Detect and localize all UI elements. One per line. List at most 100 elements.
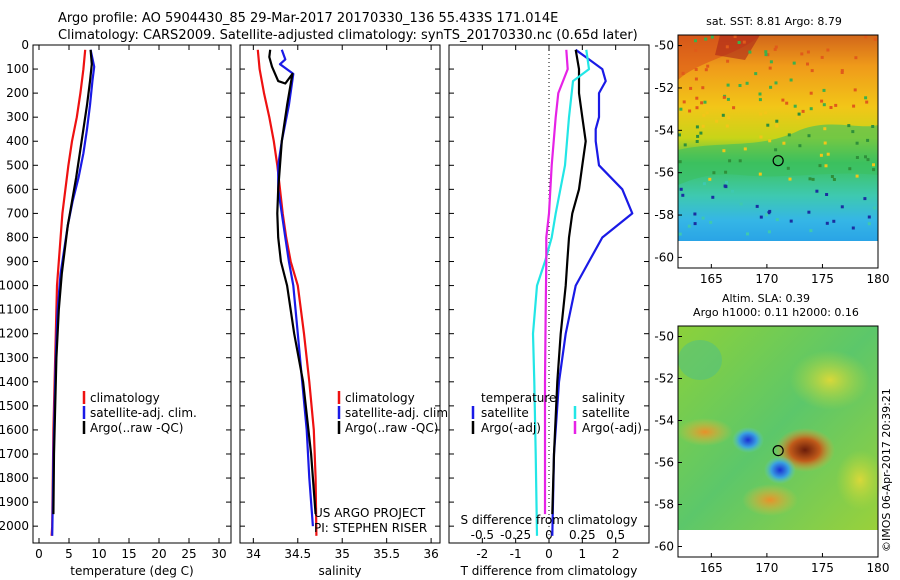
sst-pixel (820, 99, 824, 103)
sst-pixel (792, 61, 796, 65)
y-tick-label: 1600 (0, 423, 29, 437)
sst-pixel (797, 112, 801, 116)
sst-pixel (768, 209, 772, 213)
legend-label: climatology (90, 391, 160, 405)
sst-pixel (727, 116, 731, 120)
temperature-axes-frame (32, 44, 232, 544)
warm-anomaly (836, 450, 884, 510)
salinity-ticks: 34 34.5 35 35.5 36 (240, 44, 440, 561)
sst-pixel (764, 53, 768, 57)
x-tick-label: 34 (246, 547, 261, 561)
sst-pixel (726, 83, 730, 87)
sst-pixel (743, 147, 747, 151)
sst-pixel (711, 195, 715, 199)
sst-pixel (726, 59, 730, 63)
map-y-tick-label: -50 (654, 330, 674, 344)
sst-pixel (840, 71, 844, 74)
map-y-tick-label: -54 (654, 414, 674, 428)
y-tick-label: 800 (6, 230, 29, 244)
sst-pixel (855, 156, 859, 159)
sst-pixel (789, 219, 793, 223)
sst-pixel (866, 158, 870, 162)
sst-pixel (872, 163, 875, 167)
sst-pixel (851, 130, 855, 134)
sst-pixel (853, 88, 857, 92)
temperature-lines (50, 49, 96, 536)
sst-pixel (755, 204, 759, 208)
y-tick-label: 1800 (0, 471, 29, 485)
sst-pixel (721, 113, 725, 117)
sst-pixel (811, 177, 815, 181)
sst-pixel (759, 135, 763, 139)
sst-pixel (715, 119, 719, 123)
sst-pixel (731, 189, 734, 193)
legend-title-salinity: salinity (582, 391, 625, 405)
sst-pixel (806, 50, 810, 54)
warm-anomaly (677, 418, 733, 446)
x-tick-label: 25 (181, 547, 196, 561)
sst-pixel (758, 92, 762, 96)
sst-pixel (766, 123, 770, 127)
sst-pixel (767, 230, 771, 234)
sst-pixel (866, 138, 870, 142)
sst-pixel (864, 35, 868, 39)
sst-pixel (723, 184, 727, 188)
difference-lines (531, 48, 634, 536)
sst-pixel (678, 133, 681, 137)
pi-annotation: PI: STEPHEN RISER (314, 521, 427, 535)
y-tick-label: 1000 (0, 279, 29, 293)
sst-pixel (871, 125, 875, 128)
map-y-tick-label: -54 (654, 123, 674, 137)
sst-hot-patch (715, 35, 760, 60)
sst-pixel (700, 101, 704, 105)
sst-pixel (788, 177, 792, 181)
sst-pixel (809, 229, 813, 233)
sst-pixel (864, 155, 867, 159)
sst-pixel (808, 177, 812, 181)
sst-pixel (703, 100, 707, 104)
x-tick-label: 20 (151, 547, 166, 561)
x-tick-label: 15 (121, 547, 136, 561)
y-tick-label: 200 (6, 86, 29, 100)
sst-pixel (768, 66, 772, 70)
sst-pixel (679, 107, 683, 111)
legend-label: Argo(..raw -QC) (345, 421, 438, 435)
argo-float-marker (772, 155, 784, 167)
series-line-cyan (531, 49, 591, 536)
sla-ticks: 165 170 175 180 -50 -52 -54 -56 -58 -60 (654, 330, 889, 576)
sst-green-band (678, 124, 878, 185)
sst-pixel (695, 96, 699, 100)
temperature-legend: climatology satellite-adj. clim. Argo(..… (82, 391, 197, 435)
legend-label: satellite-adj. clim. (90, 406, 197, 420)
sst-pixel (768, 139, 772, 143)
map-x-tick-label: 170 (755, 561, 778, 575)
sst-pixel (820, 55, 824, 59)
x-tick-label: 36 (423, 547, 438, 561)
sst-pixel (864, 96, 868, 100)
sst-pixel (724, 170, 728, 174)
imos-credit: ©IMOS 06-Apr-2017 20:39:21 (880, 388, 893, 552)
s-tick-label: -0.25 (500, 528, 531, 542)
y-tick-label: 500 (6, 158, 29, 172)
sst-pixel (748, 50, 752, 54)
legend-label: satellite (481, 406, 529, 420)
sst-pixel (728, 159, 732, 163)
x-tick-label: 0 (545, 547, 553, 561)
sst-pixel (754, 72, 758, 76)
t-difference-xlabel: T difference from climatology (460, 564, 638, 578)
sst-pixel (823, 127, 827, 131)
map-x-tick-label: 170 (755, 272, 778, 286)
sst-pixel (825, 221, 829, 225)
sst-pixel (742, 40, 746, 44)
legend-label: satellite-adj. clim. (345, 406, 452, 420)
sst-pixel (819, 153, 823, 157)
map-y-tick-label: -52 (654, 81, 674, 95)
sst-pixel (774, 81, 778, 85)
salinity-panel: 34 34.5 35 35.5 36 climatology satellite-adj… (239, 44, 452, 578)
cold-eddy (764, 456, 796, 484)
series-line-blue (551, 48, 634, 536)
sst-pixel (873, 206, 876, 210)
cold-eddy (732, 427, 764, 453)
profile-title: Argo profile: AO 5904430_85 29-Mar-2017 … (58, 11, 559, 26)
